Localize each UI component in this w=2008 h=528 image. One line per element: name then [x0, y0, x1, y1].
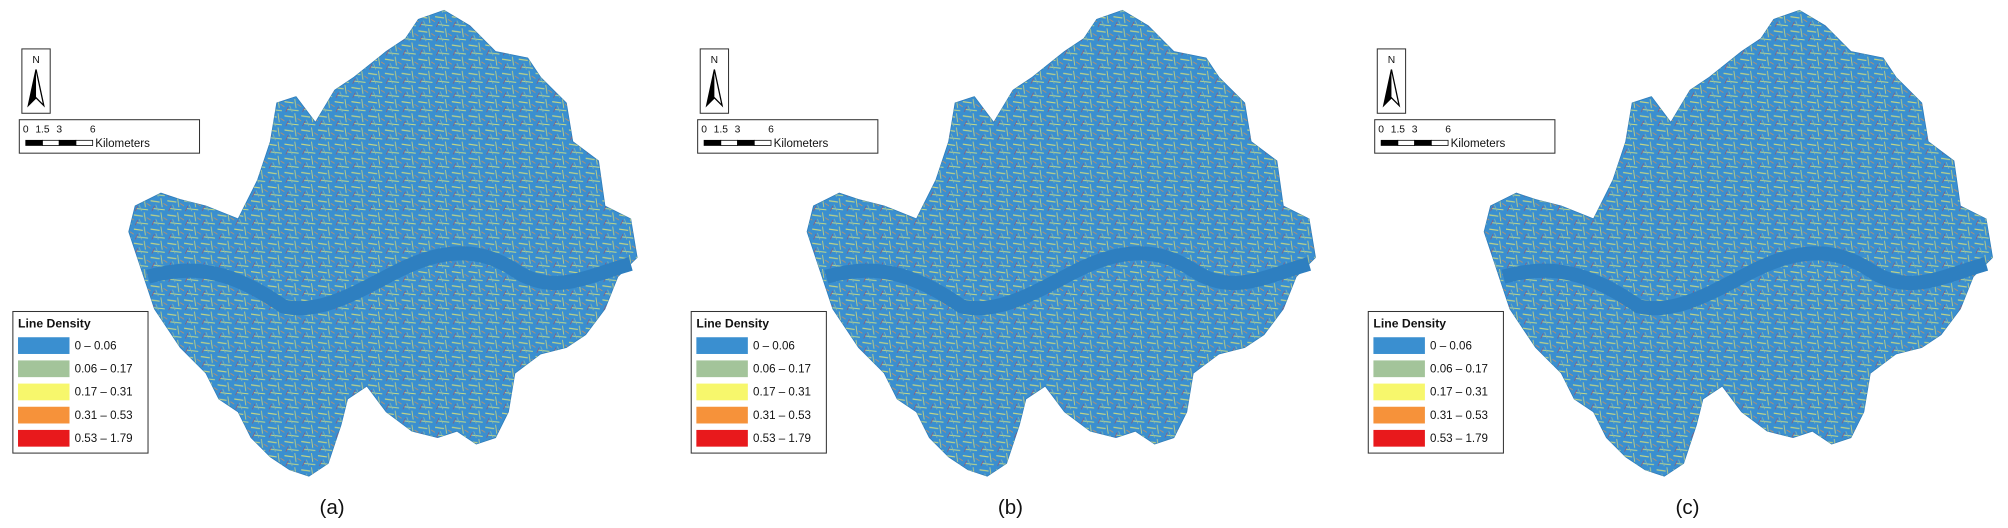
north-label: N	[711, 55, 718, 66]
legend-title: Line Density	[696, 317, 769, 331]
map-panel: N 0 1.5 3 6 Kilometers Line Density 0 – 0.06 0.0…	[12, 9, 638, 519]
north-arrow-half	[28, 69, 37, 106]
north-label: N	[1388, 55, 1395, 66]
legend-label: 0.17 – 0.31	[75, 387, 133, 399]
legend-swatch	[18, 383, 70, 401]
north-arrow-half	[706, 69, 715, 106]
legend-swatch	[696, 383, 748, 401]
panel-label: (b)	[998, 496, 1023, 519]
scale-segment	[25, 139, 43, 146]
legend-label: 0.06 – 0.17	[753, 363, 811, 375]
legend-box	[1367, 310, 1504, 454]
map-density	[807, 10, 1316, 477]
legend-title: Line Density	[1373, 317, 1446, 331]
panel-label: (a)	[320, 496, 345, 519]
scale-segment	[58, 139, 77, 146]
legend-label: 0.53 – 1.79	[753, 433, 811, 445]
scale-segment	[1414, 139, 1432, 146]
north-label: N	[32, 55, 39, 66]
scale-tick-label: 3	[1412, 125, 1418, 136]
scale-tick-label: 1.5	[714, 125, 729, 136]
legend-swatch	[18, 406, 70, 424]
legend-label: 0 – 0.06	[753, 340, 795, 352]
scale-unit: Kilometers	[1451, 138, 1506, 150]
scale-segment	[1430, 139, 1449, 146]
scale-tick-label: 3	[56, 125, 62, 136]
legend-label: 0.53 – 1.79	[1430, 433, 1488, 445]
map-density	[1484, 10, 1993, 477]
legend-title: Line Density	[18, 317, 91, 331]
legend-swatch	[18, 429, 70, 447]
scale-tick-label: 1.5	[35, 125, 50, 136]
legend-label: 0.53 – 1.79	[75, 433, 133, 445]
scale-tick-label: 0	[23, 125, 29, 136]
legend-swatch	[696, 406, 748, 424]
legend-swatch	[18, 360, 70, 378]
scale-segment	[1397, 139, 1415, 146]
scale-tick-label: 0	[701, 125, 707, 136]
scale-tick-label: 6	[90, 125, 96, 136]
legend-swatch	[1373, 383, 1425, 401]
scale-box	[18, 119, 201, 154]
scale-tick-label: 6	[1445, 125, 1451, 136]
scale-segment	[1380, 139, 1399, 146]
legend-label: 0.31 – 0.53	[75, 410, 133, 422]
legend-label: 0.31 – 0.53	[1430, 410, 1488, 422]
legend-swatch	[1373, 429, 1425, 447]
legend-label: 0.17 – 0.31	[753, 387, 811, 399]
legend-swatch	[696, 360, 748, 378]
scale-unit: Kilometers	[95, 138, 150, 150]
scale-segment	[737, 139, 755, 146]
north-box	[1376, 48, 1407, 114]
scale-tick-label: 6	[768, 125, 774, 136]
legend-label: 0.06 – 0.17	[1430, 363, 1488, 375]
scale-tick-label: 3	[735, 125, 741, 136]
scale-segment	[75, 139, 94, 146]
legend-box	[12, 310, 149, 454]
scale-unit: Kilometers	[774, 138, 829, 150]
legend-swatch	[18, 337, 70, 354]
legend-label: 0.17 – 0.31	[1430, 387, 1488, 399]
legend-swatch	[696, 337, 748, 354]
scale-box	[1374, 119, 1556, 154]
scale-segment	[703, 139, 722, 146]
scale-segment	[42, 139, 60, 146]
panel-label: (c)	[1675, 496, 1699, 519]
legend-swatch	[1373, 406, 1425, 424]
scale-segment	[720, 139, 738, 146]
legend-label: 0.06 – 0.17	[75, 363, 133, 375]
river	[824, 246, 1312, 316]
legend-label: 0 – 0.06	[75, 340, 117, 352]
river	[146, 246, 633, 316]
legend-label: 0 – 0.06	[1430, 340, 1472, 352]
map-density	[128, 10, 638, 477]
legend-box	[690, 310, 827, 454]
scale-tick-label: 1.5	[1391, 125, 1406, 136]
scale-segment	[753, 139, 772, 146]
legend-swatch	[1373, 360, 1425, 378]
legend-swatch	[1373, 337, 1425, 354]
legend-swatch	[696, 429, 748, 447]
scale-box	[697, 119, 879, 154]
river	[1501, 246, 1989, 316]
scale-tick-label: 0	[1378, 125, 1384, 136]
legend-label: 0.31 – 0.53	[753, 410, 811, 422]
